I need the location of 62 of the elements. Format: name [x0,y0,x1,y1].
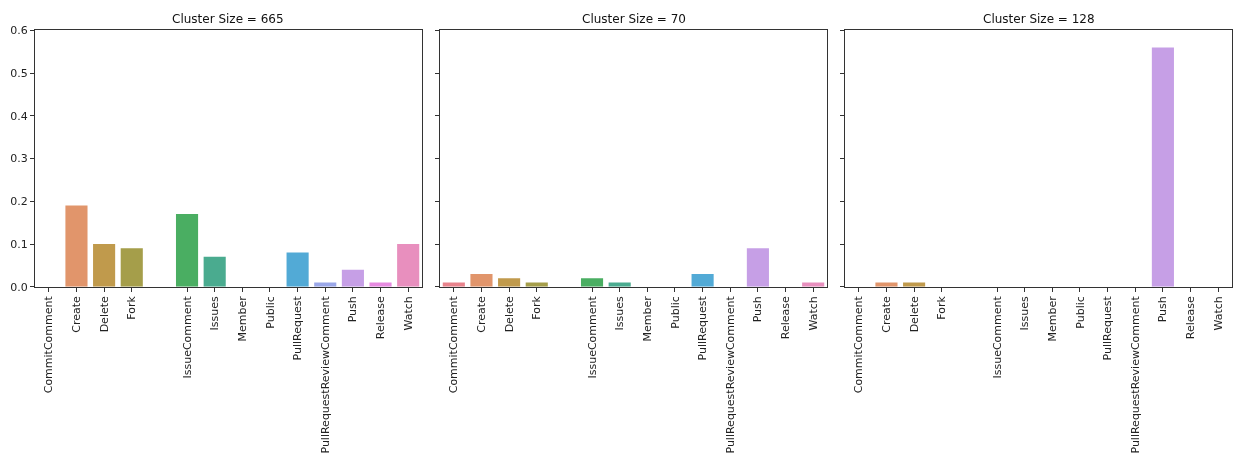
bar [203,256,226,287]
bar [120,248,143,287]
x-tick-label: Issues [1018,295,1032,331]
chart-title: Cluster Size = 665 [172,12,284,26]
x-tick-label: PullRequestReviewComment [318,295,332,454]
x-tick-label: Public [1073,296,1087,329]
x-tick-label: Member [1045,295,1059,342]
x-tick-label: Create [70,295,84,333]
bar [691,273,714,287]
x-tick-label: Watch [806,296,820,331]
bar [93,244,116,287]
x-tick-label: Fork [530,295,544,320]
x-tick-label: Public [263,296,277,329]
x-tick-label: Release [779,295,793,340]
bar [341,269,364,287]
y-tick-label: 0.4 [10,109,28,123]
x-tick-label: Delete [502,295,516,333]
bar [470,273,493,287]
y-tick-label: 0.1 [10,237,28,251]
x-tick-label: PullRequestReviewComment [1128,295,1142,454]
x-tick-label: IssueComment [180,295,194,379]
x-tick-label: Member [235,295,249,342]
y-tick-label: 0.2 [10,195,28,209]
x-tick-label: Create [475,295,489,333]
x-tick-label: Issues [613,295,627,331]
x-tick-label: PullRequestReviewComment [723,295,737,454]
x-tick-label: Release [1184,295,1198,340]
x-tick-label: Push [346,296,360,323]
x-tick-label: PullRequest [696,295,710,361]
chart-title: Cluster Size = 128 [983,12,1095,26]
bar [65,205,88,287]
chart-title: Cluster Size = 70 [582,12,686,26]
x-tick-label: CommitComment [42,295,56,394]
x-tick-label: Push [1156,296,1170,323]
x-tick-label: Member [640,295,654,342]
x-tick-label: CommitComment [852,295,866,394]
x-tick-label: Create [880,295,894,333]
y-tick-label: 0.5 [10,66,28,80]
x-tick-label: Delete [907,295,921,333]
bar [397,244,420,287]
y-tick-label: 0.3 [10,152,28,166]
bar [580,278,604,287]
x-tick-label: PullRequest [1101,295,1115,361]
bar [286,252,309,287]
x-tick-label: IssueComment [990,295,1004,379]
bar [498,278,521,287]
x-tick-label: Public [668,296,682,329]
x-tick-label: Delete [97,295,111,333]
y-tick-label: 0.0 [10,280,28,294]
x-tick-label: Fork [125,295,139,320]
x-tick-label: Release [374,295,388,340]
bar [746,248,769,287]
y-tick-label: 0.6 [10,24,28,38]
x-tick-label: PullRequest [291,295,305,361]
x-tick-label: Push [751,296,765,323]
x-tick-label: Watch [1211,296,1225,331]
x-tick-label: Fork [935,295,949,320]
x-tick-label: Issues [208,295,222,331]
bar [175,214,199,287]
x-tick-label: IssueComment [585,295,599,379]
x-tick-label: Watch [401,296,415,331]
x-tick-label: CommitComment [447,295,461,394]
